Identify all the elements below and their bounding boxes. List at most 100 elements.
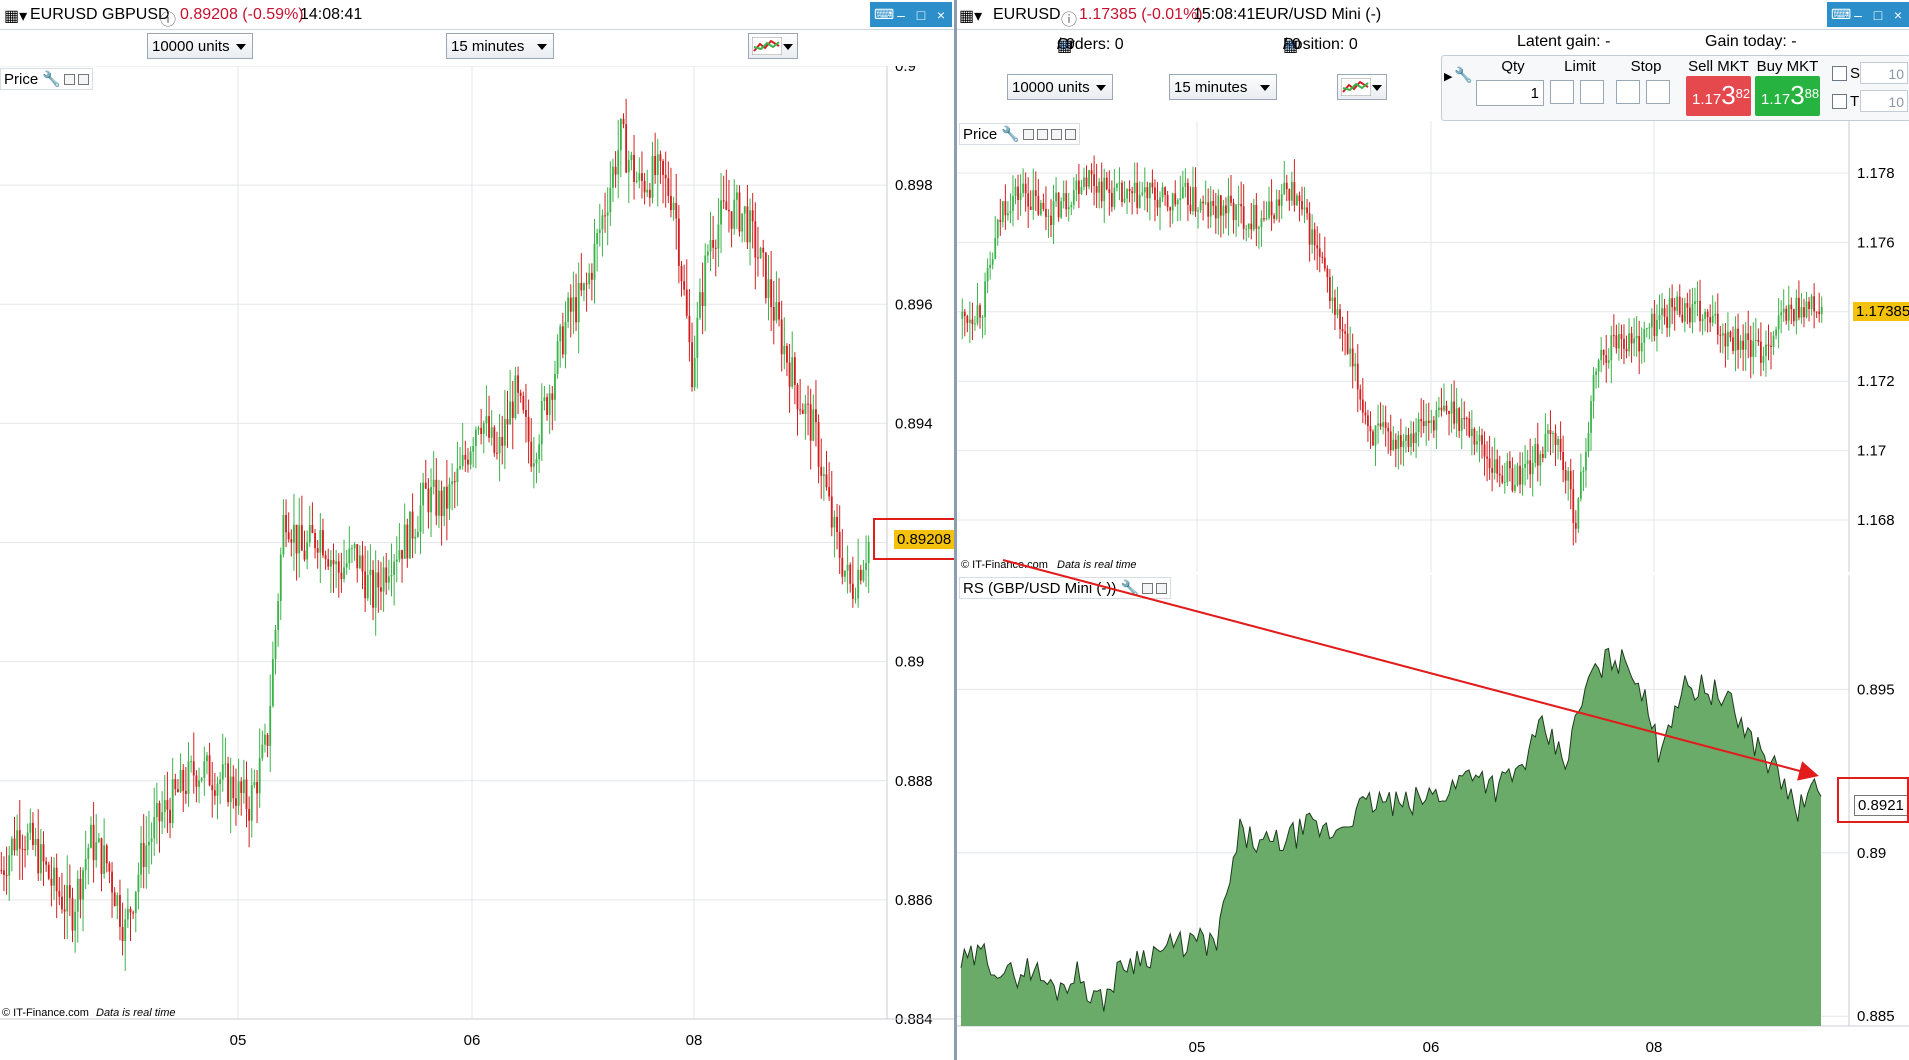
units-dropdown[interactable]: 10000 units bbox=[147, 33, 253, 59]
candle-body bbox=[1770, 345, 1772, 347]
candle-body bbox=[1105, 177, 1108, 190]
chart-type-button[interactable] bbox=[748, 33, 798, 59]
timeframe-dropdown[interactable]: 15 minutes bbox=[446, 33, 554, 59]
maximize-icon[interactable]: □ bbox=[1873, 6, 1883, 23]
candle-body bbox=[474, 429, 477, 447]
candle-body bbox=[783, 345, 786, 355]
candle-body bbox=[50, 878, 53, 886]
target-checkbox[interactable] bbox=[1832, 94, 1847, 109]
left-price-chart[interactable]: 0.90.8980.8960.8940.8920.890.8880.8860.8… bbox=[0, 66, 954, 1060]
stop-distance-input[interactable]: 10 bbox=[1860, 62, 1908, 84]
right-symbol[interactable]: EURUSD bbox=[993, 6, 1061, 23]
orders-bar: Orders: 0 ▦ / 0 ⚛ Position: 0 ▦ / 0 ⚛ La… bbox=[957, 30, 1909, 55]
y-tick-label: 1.178 bbox=[1857, 165, 1895, 182]
candle-body bbox=[1321, 256, 1324, 258]
candle-body bbox=[1759, 341, 1762, 363]
candle-body bbox=[435, 479, 438, 516]
realtime-text: Data is real time bbox=[1057, 559, 1136, 571]
candle-body bbox=[1681, 314, 1684, 322]
wrench-icon[interactable]: 🔧 bbox=[42, 71, 62, 88]
candle-body bbox=[757, 257, 759, 259]
candle-body bbox=[1389, 431, 1392, 451]
left-price-panel[interactable]: 0.90.8980.8960.8940.8920.890.8880.8860.8… bbox=[0, 66, 954, 1060]
candle-body bbox=[714, 247, 717, 249]
candle-body bbox=[1605, 355, 1608, 363]
candle-body bbox=[619, 118, 622, 151]
close-icon[interactable]: × bbox=[936, 6, 946, 23]
window-icon[interactable] bbox=[1142, 583, 1154, 594]
info-icon[interactable]: ⓘ bbox=[1061, 12, 1078, 29]
y-tick-label: 0.89 bbox=[1857, 845, 1886, 862]
candle-body bbox=[113, 892, 116, 907]
candle-body bbox=[416, 531, 419, 537]
window-splitter[interactable] bbox=[954, 0, 957, 1060]
minimize-icon[interactable]: – bbox=[1854, 6, 1862, 23]
close-panel-icon[interactable] bbox=[1156, 583, 1168, 594]
candle-body bbox=[1582, 470, 1585, 472]
maximize-icon[interactable]: □ bbox=[916, 6, 926, 23]
target-distance-input[interactable]: 10 bbox=[1860, 90, 1908, 112]
keyboard-icon[interactable]: ⌨ bbox=[874, 6, 895, 22]
candle-body bbox=[1004, 201, 1007, 216]
minimize-icon[interactable]: – bbox=[897, 6, 905, 23]
stop-buy-button[interactable] bbox=[1646, 80, 1670, 104]
close-icon[interactable]: × bbox=[1893, 6, 1903, 23]
candle-body bbox=[1341, 329, 1344, 332]
keyboard-icon[interactable]: ⌨ bbox=[1831, 6, 1852, 22]
wrench-icon[interactable]: 🔧 bbox=[1454, 67, 1473, 84]
candle-body bbox=[720, 200, 722, 225]
candle-body bbox=[282, 515, 285, 555]
candle-body bbox=[976, 305, 979, 324]
y-tick-label: 0.9 bbox=[895, 66, 916, 75]
limit-buy-button[interactable] bbox=[1580, 80, 1604, 104]
chart-menu-icon[interactable]: ▦▾ bbox=[959, 8, 983, 25]
buy-mkt-button[interactable]: 1.17388 bbox=[1755, 76, 1820, 116]
caret-right-icon[interactable]: ▶ bbox=[1444, 71, 1453, 83]
candle-body bbox=[451, 481, 454, 485]
candle-body bbox=[593, 243, 596, 280]
candle-body bbox=[854, 598, 857, 600]
settings-icon[interactable] bbox=[64, 74, 76, 85]
wrench-icon[interactable]: 🔧 bbox=[1120, 580, 1140, 597]
candle-body bbox=[996, 219, 999, 239]
units-dropdown[interactable]: 10000 units bbox=[1007, 74, 1113, 100]
candle-body bbox=[1569, 470, 1572, 490]
candle-body bbox=[1607, 360, 1610, 363]
candle-body bbox=[119, 895, 121, 927]
settings-icon[interactable] bbox=[1051, 129, 1063, 140]
candle-body bbox=[1554, 433, 1557, 445]
candle-body bbox=[643, 180, 646, 193]
candle-body bbox=[1448, 410, 1450, 414]
chart-type-button[interactable] bbox=[1337, 74, 1387, 100]
sell-mkt-button[interactable]: 1.17382 bbox=[1686, 76, 1751, 116]
candle-body bbox=[538, 444, 541, 460]
stop-sell-button[interactable] bbox=[1616, 80, 1640, 104]
y-tick-label: 0.888 bbox=[895, 773, 933, 790]
expand-icon[interactable] bbox=[78, 74, 90, 85]
chart-menu-icon[interactable]: ▦▾ bbox=[4, 8, 28, 25]
candle-body bbox=[1359, 389, 1362, 400]
wrench-icon[interactable]: 🔧 bbox=[1001, 126, 1021, 143]
qty-input[interactable]: 1 bbox=[1476, 80, 1544, 106]
candle-body bbox=[775, 302, 778, 321]
candle-body bbox=[577, 283, 580, 323]
candle-body bbox=[844, 570, 846, 577]
candle-body bbox=[1138, 195, 1141, 208]
close-panel-icon[interactable] bbox=[1037, 129, 1049, 140]
limit-sell-button[interactable] bbox=[1550, 80, 1574, 104]
timeframe-dropdown[interactable]: 15 minutes bbox=[1169, 74, 1277, 100]
stop-checkbox[interactable] bbox=[1832, 66, 1847, 81]
rs-panel[interactable]: 0.895 0.89 0.885 05 06 08 RS (GBP/USD Mini (-… bbox=[957, 575, 1909, 1060]
info-icon[interactable]: ⓘ bbox=[160, 12, 177, 29]
window-icon[interactable] bbox=[1023, 129, 1035, 140]
candle-body bbox=[1790, 304, 1793, 310]
candle-body bbox=[1039, 202, 1042, 215]
candle-body bbox=[419, 505, 422, 532]
candle-body bbox=[838, 531, 841, 558]
candle-body bbox=[1113, 187, 1116, 207]
rs-chart[interactable]: 0.895 0.89 0.885 05 06 08 bbox=[957, 575, 1909, 1060]
expand-icon[interactable] bbox=[1065, 129, 1077, 140]
left-symbol[interactable]: EURUSD GBPUSD bbox=[30, 6, 170, 23]
